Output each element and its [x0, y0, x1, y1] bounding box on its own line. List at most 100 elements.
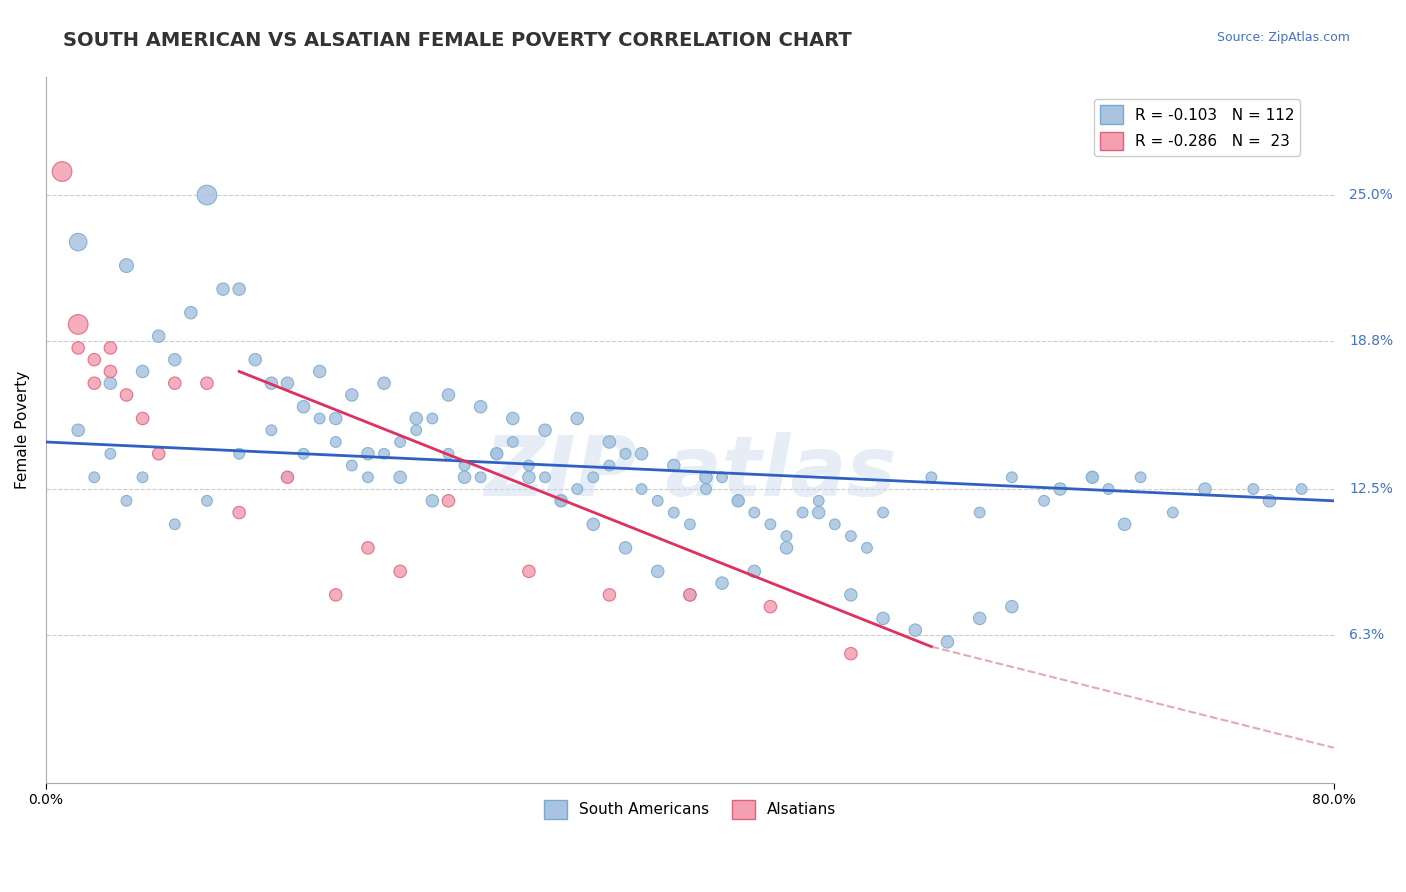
- Point: [276, 470, 298, 484]
- Text: 25.0%: 25.0%: [1350, 188, 1393, 202]
- Point: [276, 376, 298, 391]
- Point: [1097, 482, 1119, 496]
- Point: [598, 435, 620, 450]
- Point: [67, 235, 90, 249]
- Point: [98, 447, 121, 461]
- Point: [759, 517, 782, 532]
- Point: [550, 493, 572, 508]
- Text: 12.5%: 12.5%: [1350, 482, 1393, 496]
- Point: [1291, 482, 1313, 496]
- Point: [630, 482, 652, 496]
- Point: [470, 470, 492, 484]
- Point: [470, 400, 492, 414]
- Point: [567, 411, 589, 425]
- Point: [83, 470, 105, 484]
- Point: [389, 565, 412, 579]
- Point: [534, 470, 557, 484]
- Point: [437, 388, 460, 402]
- Point: [742, 565, 765, 579]
- Point: [517, 470, 540, 484]
- Point: [325, 435, 347, 450]
- Point: [1081, 470, 1104, 484]
- Point: [872, 506, 894, 520]
- Point: [131, 364, 153, 378]
- Point: [67, 318, 90, 332]
- Point: [212, 282, 235, 296]
- Point: [228, 282, 250, 296]
- Point: [582, 470, 605, 484]
- Point: [308, 364, 330, 378]
- Point: [839, 529, 862, 543]
- Point: [148, 447, 170, 461]
- Point: [308, 411, 330, 425]
- Point: [115, 493, 138, 508]
- Text: SOUTH AMERICAN VS ALSATIAN FEMALE POVERTY CORRELATION CHART: SOUTH AMERICAN VS ALSATIAN FEMALE POVERT…: [63, 31, 852, 50]
- Point: [131, 470, 153, 484]
- Point: [517, 458, 540, 473]
- Point: [245, 352, 267, 367]
- Point: [485, 447, 508, 461]
- Point: [630, 447, 652, 461]
- Point: [389, 470, 412, 484]
- Point: [936, 635, 959, 649]
- Point: [1129, 470, 1152, 484]
- Point: [260, 376, 283, 391]
- Point: [260, 423, 283, 437]
- Point: [51, 164, 73, 178]
- Point: [727, 493, 749, 508]
- Point: [647, 565, 669, 579]
- Text: ZIP atlas: ZIP atlas: [484, 432, 896, 513]
- Point: [115, 388, 138, 402]
- Point: [695, 482, 717, 496]
- Point: [567, 482, 589, 496]
- Point: [550, 493, 572, 508]
- Point: [437, 493, 460, 508]
- Point: [824, 517, 846, 532]
- Point: [195, 376, 218, 391]
- Point: [163, 517, 186, 532]
- Point: [502, 411, 524, 425]
- Point: [920, 470, 942, 484]
- Text: Source: ZipAtlas.com: Source: ZipAtlas.com: [1216, 31, 1350, 45]
- Point: [115, 259, 138, 273]
- Point: [759, 599, 782, 614]
- Point: [502, 435, 524, 450]
- Point: [695, 470, 717, 484]
- Point: [1161, 506, 1184, 520]
- Point: [582, 517, 605, 532]
- Point: [679, 588, 702, 602]
- Point: [598, 588, 620, 602]
- Point: [1258, 493, 1281, 508]
- Point: [742, 506, 765, 520]
- Point: [357, 541, 380, 555]
- Point: [839, 588, 862, 602]
- Point: [807, 506, 830, 520]
- Text: 6.3%: 6.3%: [1350, 628, 1385, 642]
- Point: [180, 305, 202, 319]
- Y-axis label: Female Poverty: Female Poverty: [15, 371, 30, 490]
- Point: [373, 447, 395, 461]
- Point: [195, 188, 218, 202]
- Point: [534, 423, 557, 437]
- Point: [1081, 470, 1104, 484]
- Point: [453, 470, 475, 484]
- Point: [598, 458, 620, 473]
- Point: [792, 506, 814, 520]
- Text: 18.8%: 18.8%: [1350, 334, 1393, 348]
- Point: [679, 517, 702, 532]
- Point: [420, 411, 443, 425]
- Point: [727, 493, 749, 508]
- Point: [1114, 517, 1136, 532]
- Point: [437, 447, 460, 461]
- Point: [1194, 482, 1216, 496]
- Point: [711, 576, 734, 591]
- Legend: South Americans, Alsatians: South Americans, Alsatians: [537, 794, 842, 825]
- Point: [67, 341, 90, 355]
- Point: [373, 376, 395, 391]
- Point: [969, 611, 991, 625]
- Point: [1001, 599, 1024, 614]
- Point: [340, 388, 363, 402]
- Point: [83, 376, 105, 391]
- Point: [969, 506, 991, 520]
- Point: [807, 493, 830, 508]
